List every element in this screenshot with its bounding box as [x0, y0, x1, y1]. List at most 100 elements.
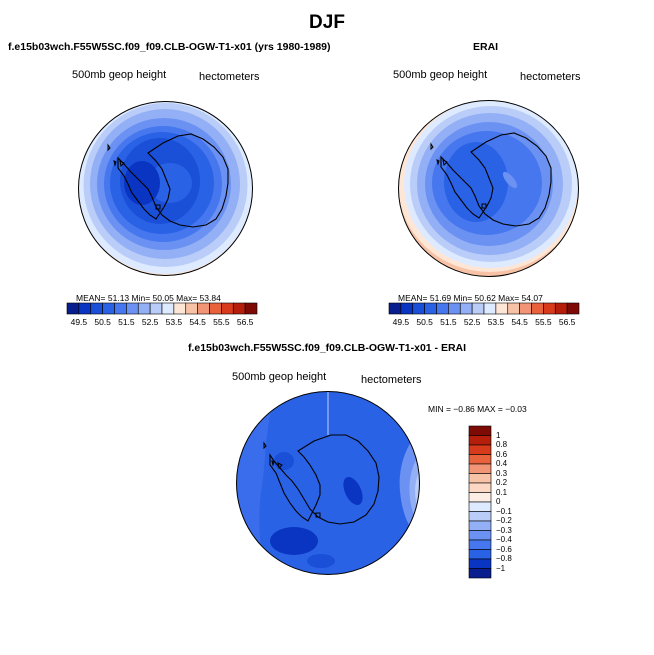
- diff-antarctica-coastline: [269, 434, 380, 525]
- colorbar-swatch: [424, 302, 437, 315]
- colorbar-tick-label: 50.5: [94, 317, 111, 327]
- colorbar-tick-label: 52.5: [141, 317, 159, 327]
- colorbar-tick-label: 51.5: [440, 317, 457, 327]
- diff-contour-sw-low: [270, 527, 318, 555]
- colorbar-tick-label: 54.5: [189, 317, 206, 327]
- diff-variable-label: 500mb geop height: [232, 371, 327, 383]
- diff-coast-islands: [263, 441, 321, 518]
- erai-colorbar-ticks: 49.5 50.5 51.5 52.5 53.5 54.5 55.5 56.5: [389, 317, 579, 329]
- model-stats: MEAN= 51.13 Min= 50.05 Max= 53.84: [76, 293, 221, 303]
- colorbar-swatch: [468, 425, 492, 436]
- colorbar-swatch: [161, 302, 175, 315]
- colorbar-tick-label: −0.3: [496, 525, 512, 535]
- colorbar-swatch: [459, 302, 473, 315]
- colorbar-swatch: [468, 435, 492, 446]
- colorbar-swatch: [468, 482, 492, 493]
- difference-colorbar: [468, 425, 492, 579]
- model-variable-label: 500mb geop height: [72, 69, 167, 81]
- colorbar-swatch: [468, 520, 492, 531]
- model-antarctica-coastline: [117, 133, 229, 228]
- colorbar-swatch: [495, 302, 509, 315]
- colorbar-swatch: [114, 302, 127, 315]
- colorbar-tick-label: 0.6: [496, 449, 508, 459]
- colorbar-swatch: [137, 302, 151, 315]
- colorbar-swatch: [468, 444, 492, 455]
- colorbar-tick-label: 0.1: [496, 487, 508, 497]
- colorbar-swatch: [483, 302, 497, 315]
- colorbar-swatch: [468, 511, 492, 522]
- colorbar-tick-label: 0: [496, 497, 501, 506]
- page-title: DJF: [309, 12, 345, 33]
- model-units-label: hectometers: [199, 71, 260, 83]
- colorbar-tick-label: 54.5: [511, 317, 528, 327]
- colorbar-swatch: [468, 558, 492, 569]
- colorbar-swatch: [149, 302, 163, 315]
- colorbar-swatch: [468, 492, 492, 503]
- colorbar-swatch: [468, 454, 492, 465]
- diff-map-border: [236, 391, 420, 575]
- diff-contour-west-low: [274, 452, 294, 470]
- diff-contour-center-low: [343, 476, 363, 506]
- difference-colorbar-ticks: 1 0.8 0.6 0.4 0.3 0.2 0.1 0 −0.1 −0.2 −0.3 −0.4 −0.6…: [496, 426, 536, 578]
- erai-contour-7: [444, 142, 508, 222]
- colorbar-tick-label: −0.6: [496, 544, 512, 554]
- colorbar-tick-label: 53.5: [165, 317, 183, 327]
- panel-title-difference: f.e15b03wch.F55W5SC.f09_f09.CLB-OGW-T1-x…: [187, 342, 467, 354]
- colorbar-tick-label: 53.5: [487, 317, 505, 327]
- colorbar-tick-label: 0.8: [496, 440, 508, 449]
- erai-coast-islands: [430, 142, 487, 209]
- model-colorbar: [66, 302, 258, 315]
- colorbar-tick-label: 0.3: [496, 468, 508, 478]
- model-map-border: [78, 101, 253, 276]
- erai-variable-label: 500mb geop height: [393, 69, 488, 81]
- colorbar-swatch: [468, 501, 492, 512]
- diff-units-label: hectometers: [361, 374, 422, 386]
- colorbar-tick-label: 55.5: [213, 317, 230, 327]
- colorbar-swatch: [468, 568, 492, 579]
- diff-contour-south-low: [307, 554, 335, 568]
- colorbar-swatch: [185, 302, 198, 315]
- colorbar-tick-label: 51.5: [118, 317, 135, 327]
- colorbar-swatch: [531, 302, 544, 315]
- colorbar-tick-label: 50.5: [416, 317, 433, 327]
- colorbar-tick-label: −0.8: [496, 554, 512, 563]
- colorbar-swatch: [468, 539, 492, 550]
- model-coast-islands: [107, 143, 161, 210]
- erai-map-border: [398, 100, 579, 277]
- colorbar-swatch: [468, 530, 492, 541]
- model-colorbar-ticks: 49.5 50.5 51.5 52.5 53.5 54.5 55.5 56.5: [67, 317, 257, 329]
- colorbar-swatch: [448, 302, 461, 315]
- colorbar-tick-label: 56.5: [236, 317, 254, 327]
- colorbar-tick-label: 49.5: [392, 317, 410, 327]
- colorbar-swatch: [468, 463, 492, 474]
- colorbar-swatch: [400, 302, 414, 315]
- diff-stats: MIN = −0.86 MAX = −0.03: [428, 404, 527, 414]
- colorbar-swatch: [90, 302, 103, 315]
- colorbar-swatch: [436, 302, 449, 315]
- colorbar-tick-label: 1: [496, 430, 501, 440]
- colorbar-swatch: [468, 473, 492, 484]
- erai-colorbar: [388, 302, 580, 315]
- colorbar-swatch: [221, 302, 234, 315]
- colorbar-swatch: [519, 302, 532, 315]
- erai-units-label: hectometers: [520, 71, 581, 83]
- colorbar-swatch: [197, 302, 210, 315]
- colorbar-swatch: [507, 302, 520, 315]
- erai-antarctica-coastline: [440, 132, 552, 227]
- difference-polar-map: [236, 391, 420, 575]
- colorbar-swatch: [471, 302, 485, 315]
- panel-title-erai: ERAI: [473, 41, 499, 53]
- colorbar-tick-label: 55.5: [535, 317, 552, 327]
- colorbar-swatch: [173, 302, 187, 315]
- colorbar-swatch: [388, 302, 402, 315]
- colorbar-swatch: [209, 302, 222, 315]
- erai-stats: MEAN= 51.69 Min= 50.62 Max= 54.07: [398, 293, 543, 303]
- colorbar-tick-label: 56.5: [558, 317, 576, 327]
- colorbar-swatch: [102, 302, 115, 315]
- model-contour-8: [148, 163, 192, 203]
- colorbar-swatch: [554, 302, 568, 315]
- erai-polar-map: [398, 100, 579, 277]
- colorbar-swatch: [468, 549, 492, 560]
- colorbar-swatch: [126, 302, 139, 315]
- colorbar-tick-label: −0.2: [496, 516, 512, 525]
